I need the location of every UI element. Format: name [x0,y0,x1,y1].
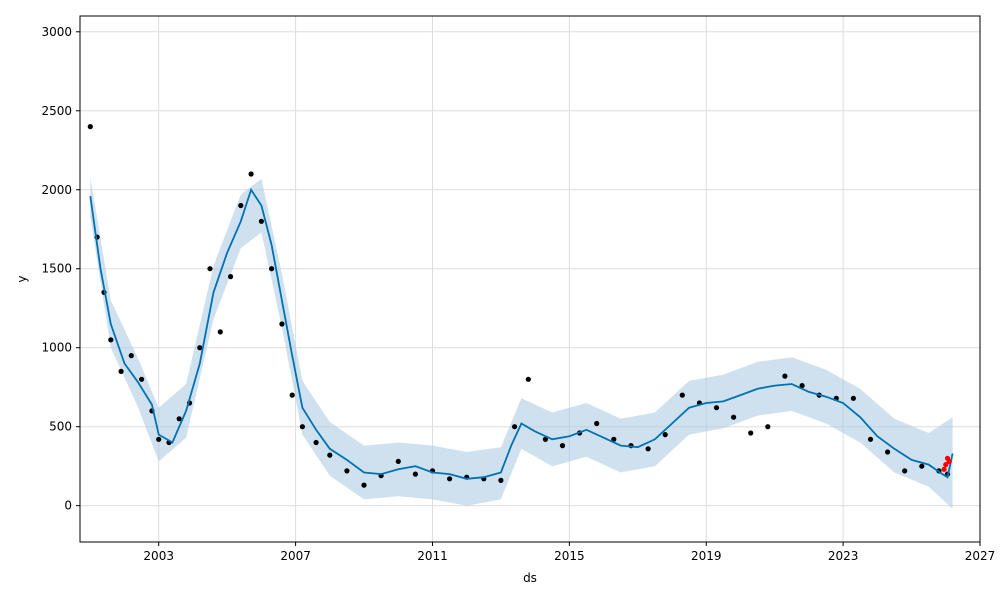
observed-point [748,430,754,436]
observed-point [867,436,874,442]
observed-point [289,392,295,398]
observed-point [197,345,203,351]
observed-point [412,471,418,477]
observed-point [525,376,531,382]
observed-point [361,482,367,488]
observed-point [511,424,518,430]
observed-point [87,124,93,130]
observed-point [447,476,453,482]
observed-point [765,424,771,430]
observed-point [395,458,401,464]
observed-point [248,171,254,177]
observed-point [217,329,223,335]
observed-point [139,376,145,382]
observed-point [782,373,788,379]
y-tick-label: 1500 [41,262,72,276]
observed-point [313,439,319,446]
observed-point [327,452,333,458]
observed-point [559,443,566,449]
observed-point [299,424,305,430]
x-tick-label: 2015 [554,549,585,563]
observed-point [108,337,114,343]
y-axis-title: y [15,275,29,282]
observed-point [902,468,908,474]
observed-point [850,395,857,401]
observed-point [156,436,162,442]
forecast-line [89,187,954,480]
recent-point [946,458,952,464]
y-tick-label: 0 [64,499,72,513]
y-tick-label: 1000 [41,341,72,355]
observed-point [118,368,124,374]
observed-point [885,449,891,455]
observed-point [679,392,685,398]
x-axis-title: ds [523,571,537,585]
x-tick-label: 2027 [965,549,996,563]
observed-point [594,420,600,427]
observed-point [611,436,617,442]
recent-points [941,455,952,472]
axes-frame [79,15,981,543]
plot-area: 2003 2007 2011 2015 2019 2023 2027 0 500 1000 1500… [15,15,995,585]
y-tick-label: 2500 [41,104,72,118]
uncertainty-band [90,177,953,509]
observed-point [662,432,668,438]
y-tick-label: 3000 [41,25,72,39]
observed-point [176,416,182,422]
recent-point [943,462,949,468]
observed-point [269,266,275,272]
observed-point [258,218,264,224]
observed-point [542,436,549,442]
data-layer [87,124,954,509]
x-tick-label: 2019 [691,549,722,563]
observed-point [731,414,737,420]
x-tick-label: 2023 [828,549,859,563]
y-axis: 0 500 1000 1500 2000 2500 3000 [41,25,80,513]
observed-point [207,266,213,272]
observed-point [498,477,504,483]
observed-point [344,468,350,474]
recent-point [941,466,947,472]
observed-point [228,274,234,280]
observed-point [238,202,244,209]
x-tick-label: 2007 [280,549,311,563]
x-axis: 2003 2007 2011 2015 2019 2023 2027 [143,542,995,563]
observed-point [645,446,651,452]
y-tick-label: 2000 [41,183,72,197]
x-tick-label: 2003 [143,549,174,563]
x-tick-label: 2011 [417,549,448,563]
observed-point [128,353,134,359]
observed-point [713,405,720,411]
observed-point [919,463,925,469]
observed-point [279,321,285,327]
y-tick-label: 500 [49,420,72,434]
observed-point [799,383,805,389]
